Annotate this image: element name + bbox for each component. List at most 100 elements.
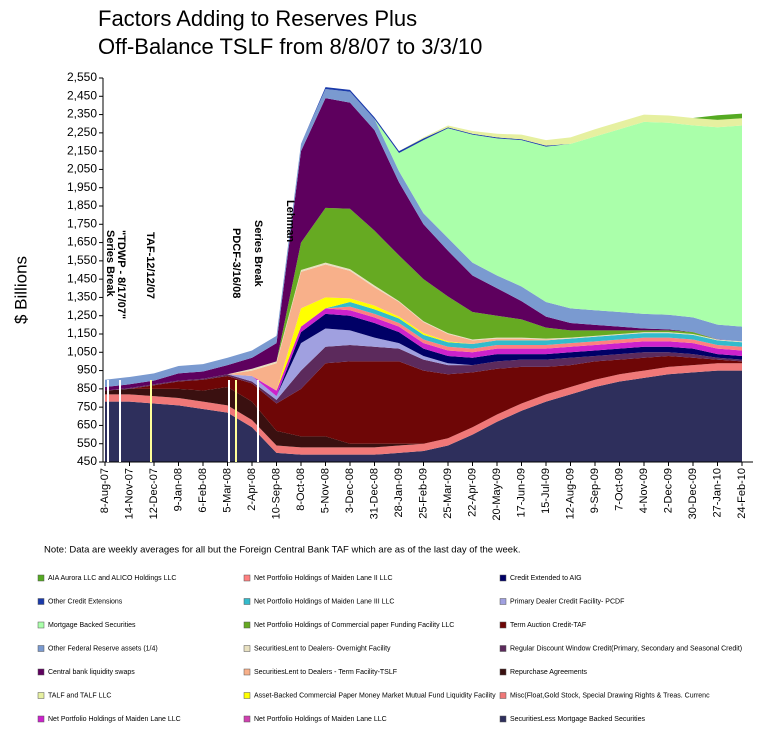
legend-swatch	[37, 598, 45, 605]
x-tick-label: 27-Jan-10	[711, 468, 723, 518]
x-tick-label: 24-Feb-10	[736, 468, 748, 519]
x-tick-label: 8-Aug-07	[99, 468, 111, 513]
y-tick-label: 1,350	[67, 290, 97, 304]
legend-swatch	[499, 621, 507, 629]
x-tick-label: 28-Jan-09	[393, 468, 405, 518]
plot-area	[105, 87, 742, 462]
x-tick-label: 8-Oct-08	[295, 468, 307, 511]
x-tick-label: 22-Apr-09	[466, 468, 478, 517]
legend-label: Asset-Backed Commercial Paper Money Mark…	[254, 692, 496, 699]
y-tick-label: 1,850	[67, 198, 97, 212]
area	[105, 363, 742, 448]
x-tick-label: 12-Dec-07	[148, 468, 160, 519]
y-tick-label: 750	[77, 399, 97, 413]
legend-label: AIA Aurora LLC and ALICO Holdings LLC	[48, 575, 176, 582]
legend-label: Net Portfolio Holdings of Maiden Lane LL…	[254, 716, 387, 723]
x-tick-label: 5-Nov-08	[319, 468, 331, 513]
y-tick-label: 2,150	[67, 143, 97, 157]
x-tick-label: 17-Jun-09	[515, 468, 527, 518]
legend-swatch	[243, 715, 251, 723]
y-tick-label: 450	[77, 454, 97, 468]
legend-label: Repurchase Agreements	[510, 669, 588, 676]
y-tick-label: 1,950	[67, 180, 97, 194]
legend-swatch	[37, 692, 45, 699]
area	[105, 264, 742, 391]
legend-label: Net Portfolio Holdings of Maiden Lane LL…	[48, 716, 181, 723]
y-tick-label: 2,450	[67, 88, 97, 102]
area	[105, 207, 742, 391]
legend-label: SecuritiesLent to Dealers - Term Facilit…	[254, 669, 397, 676]
area	[105, 98, 742, 391]
legend-label: Regular Discount Window Credit(Primary, …	[510, 645, 742, 652]
y-tick-label: 2,050	[67, 162, 97, 176]
legend-swatch	[243, 668, 251, 676]
y-tick-label: 850	[77, 381, 97, 395]
legend-swatch	[37, 715, 45, 723]
area	[105, 88, 742, 388]
legend-label: SecuritiesLess Mortgage Backed Securitie…	[510, 716, 646, 723]
y-axis-label: $ Billions	[11, 256, 30, 324]
y-tick-label: 1,150	[67, 326, 97, 340]
x-tick-label: 3-Dec-08	[344, 468, 356, 513]
legend-swatch	[243, 574, 251, 582]
annotation: Series Break	[252, 220, 264, 288]
y-tick-label: 2,550	[67, 70, 97, 84]
legend-swatch	[499, 668, 507, 676]
x-tick-label: 2-Apr-08	[246, 468, 258, 511]
x-tick-label: 14-Nov-07	[123, 468, 135, 519]
legend-label: Primary Dealer Credit Facility- PCDF	[510, 598, 624, 605]
legend-swatch	[499, 645, 507, 652]
legend-swatch	[243, 645, 251, 652]
chart-title: Off-Balance TSLF from 8/8/07 to 3/3/10	[98, 34, 482, 59]
legend-swatch	[499, 598, 507, 605]
x-tick-label: 30-Dec-09	[687, 468, 699, 519]
x-tick-label: 10-Sep-08	[270, 468, 282, 519]
legend-label: Other Credit Extensions	[48, 598, 123, 605]
annotation: Series Break	[104, 230, 116, 298]
area	[105, 344, 742, 404]
area	[105, 363, 742, 455]
x-tick-label: 25-Feb-09	[417, 468, 429, 519]
area	[105, 88, 742, 380]
legend-swatch	[37, 668, 45, 676]
x-tick-label: 4-Nov-09	[638, 468, 650, 513]
x-tick-label: 31-Dec-08	[368, 468, 380, 519]
legend-label: Credit Extended to AIG	[510, 575, 582, 582]
x-tick-label: 6-Feb-08	[197, 468, 209, 513]
x-tick-label: 9-Sep-09	[589, 468, 601, 513]
y-tick-label: 1,050	[67, 344, 97, 358]
legend-label: Misc(Float,Gold Stock, Special Drawing R…	[510, 692, 710, 699]
note: Note: Data are weekly averages for all b…	[44, 545, 520, 556]
annotation: PDCF-3/16/08	[230, 228, 242, 298]
legend-label: Term Auction Credit-TAF	[510, 622, 586, 629]
area	[105, 370, 742, 462]
x-tick-label: 2-Dec-09	[662, 468, 674, 513]
x-tick-label: 20-May-09	[491, 468, 503, 521]
legend-swatch	[37, 621, 45, 629]
y-tick-label: 1,450	[67, 271, 97, 285]
y-tick-label: 1,650	[67, 235, 97, 249]
y-tick-label: 1,750	[67, 216, 97, 230]
y-tick-label: 950	[77, 363, 97, 377]
legend-swatch	[243, 692, 251, 699]
y-tick-label: 2,250	[67, 125, 97, 139]
legend-label: Net Portfolio Holdings of Commercial pap…	[254, 622, 454, 629]
x-tick-label: 5-Mar-08	[221, 468, 233, 513]
y-tick-label: 650	[77, 418, 97, 432]
legend-swatch	[499, 715, 507, 723]
legend-swatch	[37, 574, 45, 582]
y-tick-label: 2,350	[67, 107, 97, 121]
area	[105, 313, 742, 397]
y-tick-label: 1,250	[67, 308, 97, 322]
legend-label: TALF and TALF LLC	[48, 692, 111, 699]
legend-swatch	[499, 574, 507, 582]
annotation: "TDWP - 8/17/07"	[115, 230, 127, 319]
legend-label: Net Portfolio Holdings of Maiden Lane II…	[254, 598, 394, 605]
x-tick-label: 7-Oct-09	[613, 468, 625, 511]
x-tick-label: 15-Jul-09	[540, 468, 552, 514]
annotation: TAF-12/12/07	[144, 232, 156, 299]
x-tick-label: 25-Mar-09	[442, 468, 454, 519]
y-tick-label: 550	[77, 436, 97, 450]
legend-label: Other Federal Reserve assets (1/4)	[48, 645, 158, 652]
